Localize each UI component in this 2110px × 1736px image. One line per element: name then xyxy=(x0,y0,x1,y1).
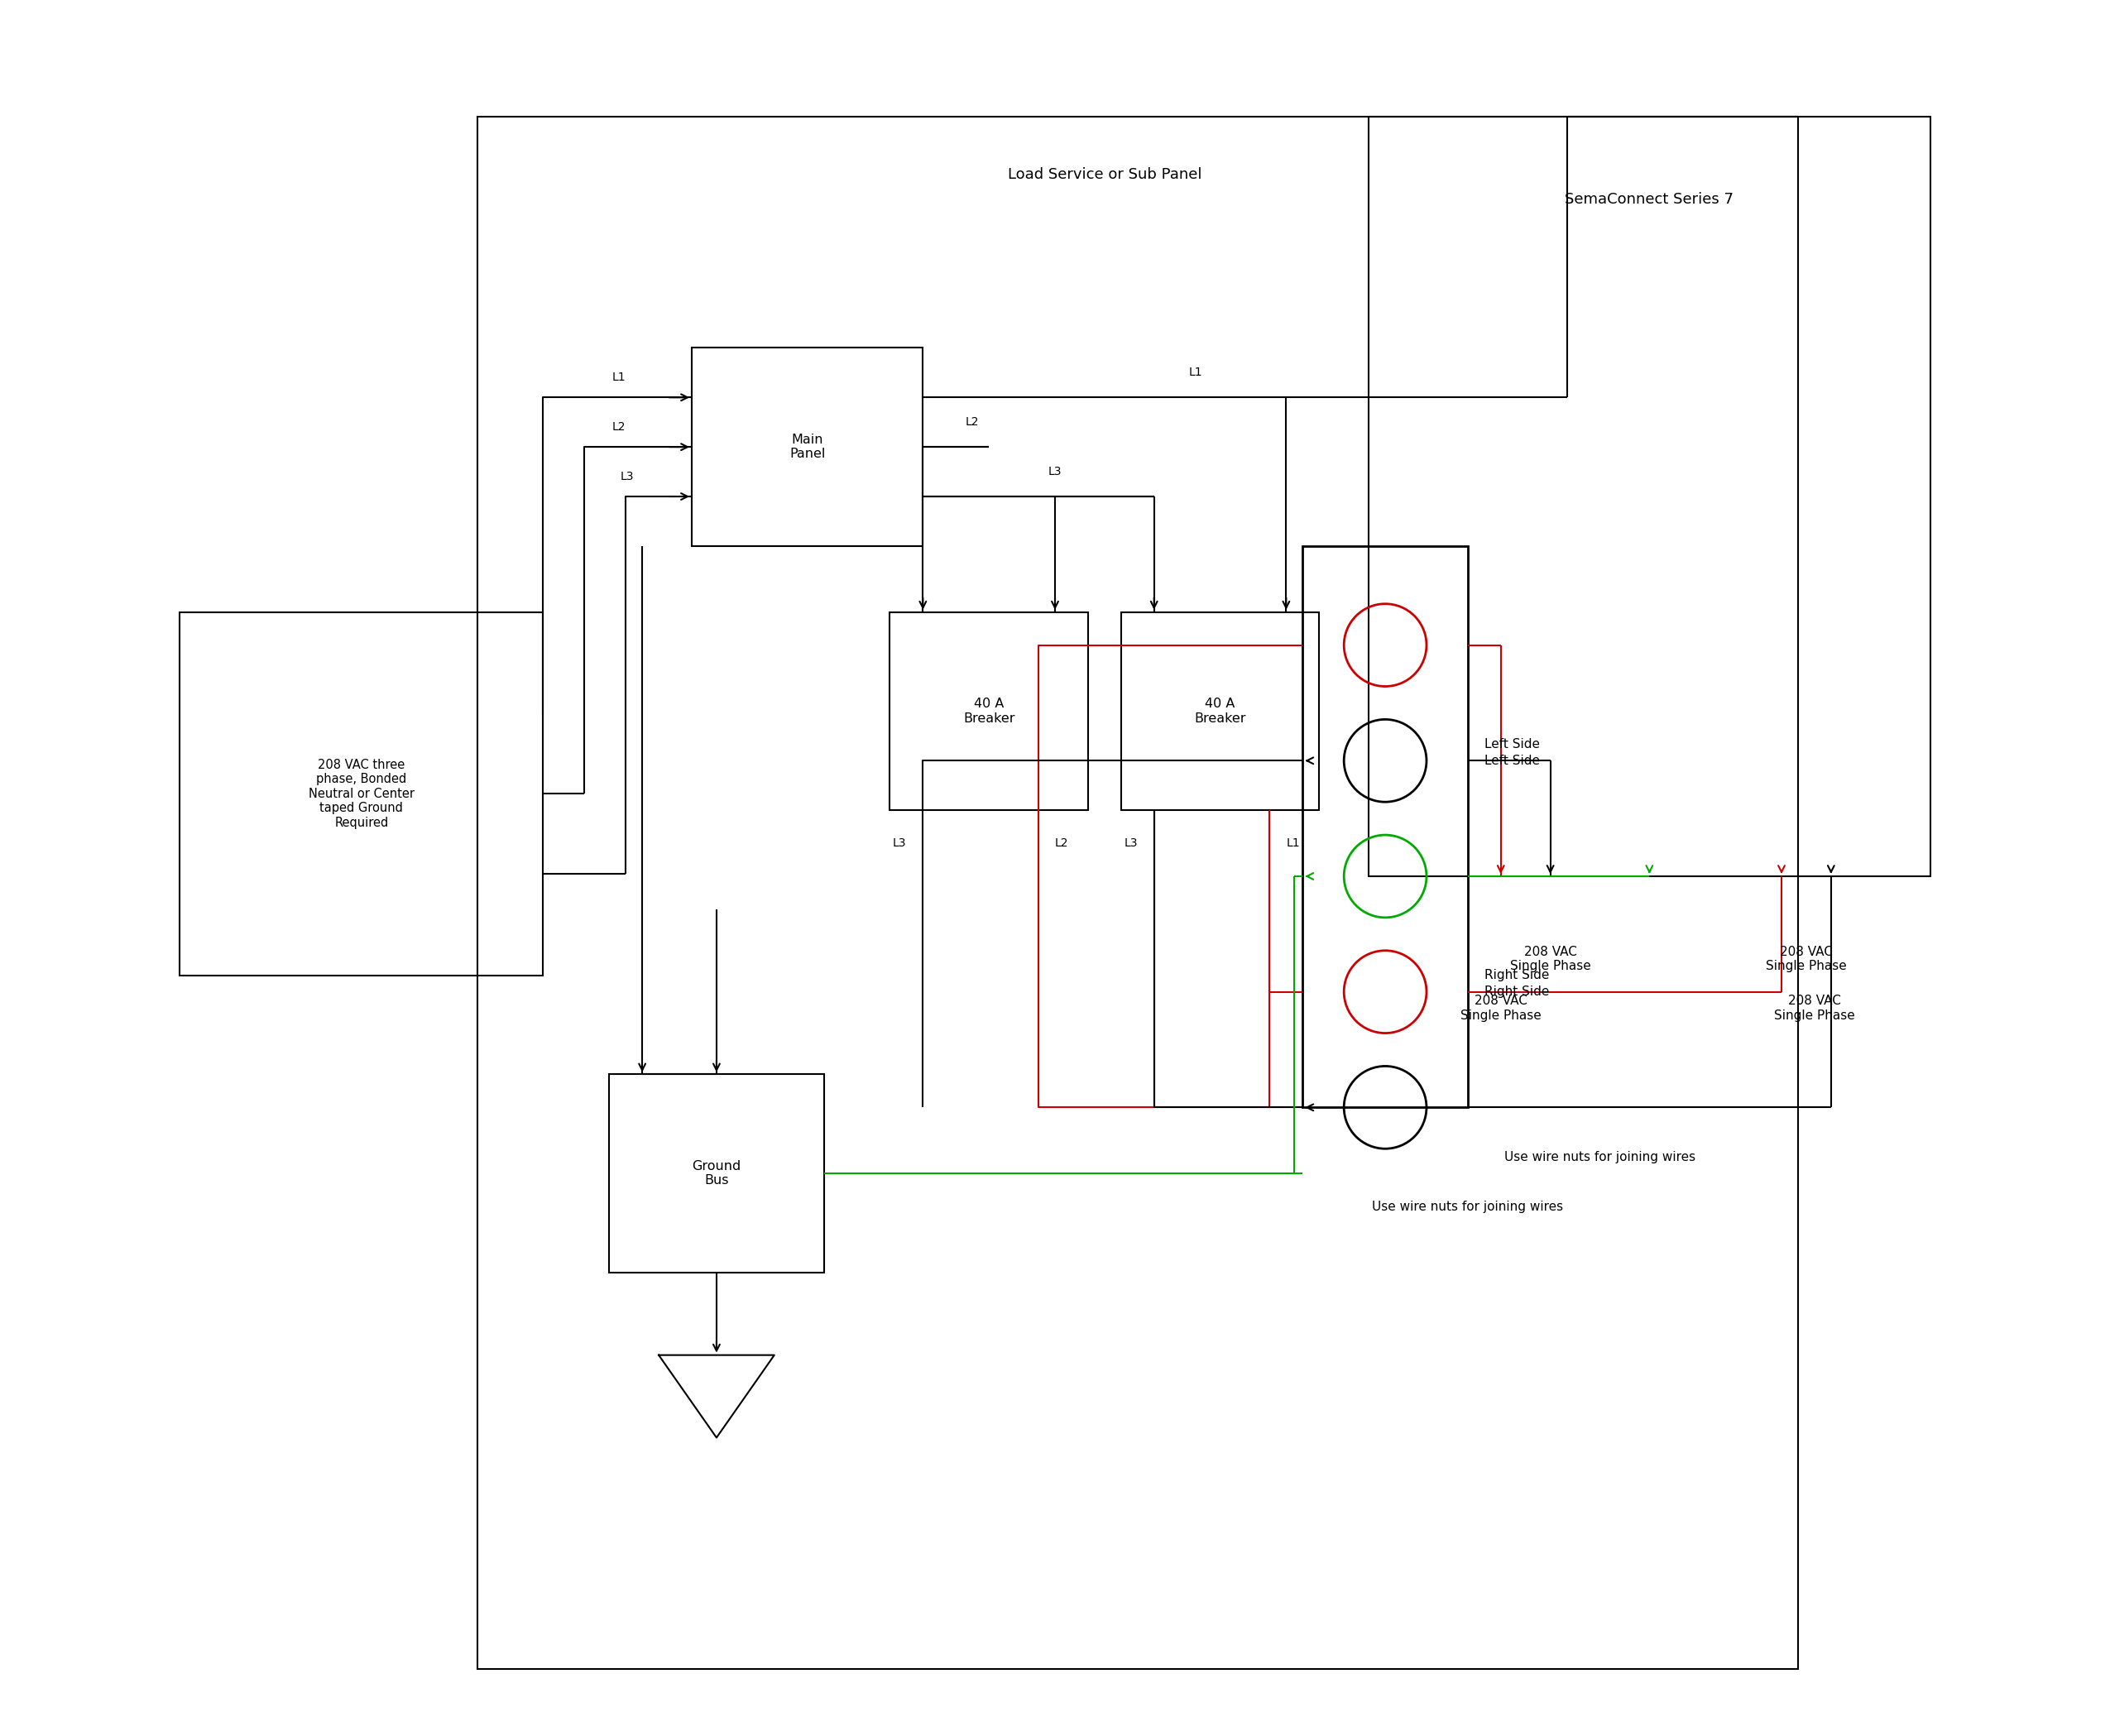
Text: Left Side: Left Side xyxy=(1483,755,1540,767)
Text: L1: L1 xyxy=(1188,366,1203,378)
Text: SemaConnect Series 7: SemaConnect Series 7 xyxy=(1566,193,1734,207)
Bar xyxy=(477,116,1798,1668)
Text: 208 VAC
Single Phase: 208 VAC Single Phase xyxy=(1460,995,1540,1023)
Text: 208 VAC
Single Phase: 208 VAC Single Phase xyxy=(1511,946,1591,972)
Text: 208 VAC
Single Phase: 208 VAC Single Phase xyxy=(1766,946,1846,972)
Text: L2: L2 xyxy=(1055,837,1068,849)
Text: Right Side: Right Side xyxy=(1483,986,1549,998)
Bar xyxy=(1120,613,1319,811)
Bar xyxy=(610,1075,823,1272)
Bar xyxy=(1302,547,1469,1108)
Text: 208 VAC
Single Phase: 208 VAC Single Phase xyxy=(1775,995,1855,1023)
Text: L1: L1 xyxy=(612,372,627,384)
Text: Main
Panel: Main Panel xyxy=(789,434,825,460)
Bar xyxy=(1369,116,1931,877)
Text: Right Side: Right Side xyxy=(1483,969,1549,981)
Text: 208 VAC three
phase, Bonded
Neutral or Center
taped Ground
Required: 208 VAC three phase, Bonded Neutral or C… xyxy=(308,759,414,828)
Text: Ground
Bus: Ground Bus xyxy=(692,1160,741,1187)
Text: Use wire nuts for joining wires: Use wire nuts for joining wires xyxy=(1504,1151,1696,1163)
Bar xyxy=(692,347,922,547)
Bar xyxy=(179,613,542,976)
Text: Use wire nuts for joining wires: Use wire nuts for joining wires xyxy=(1372,1200,1564,1213)
Text: L3: L3 xyxy=(620,470,633,483)
Text: L3: L3 xyxy=(893,837,907,849)
Text: 40 A
Breaker: 40 A Breaker xyxy=(962,698,1015,724)
Text: 40 A
Breaker: 40 A Breaker xyxy=(1194,698,1247,724)
Text: Load Service or Sub Panel: Load Service or Sub Panel xyxy=(1006,167,1201,182)
Text: L3: L3 xyxy=(1125,837,1137,849)
Text: Left Side: Left Side xyxy=(1483,738,1540,750)
Text: L3: L3 xyxy=(1049,465,1061,477)
Text: L1: L1 xyxy=(1287,837,1300,849)
Bar xyxy=(890,613,1089,811)
Text: L2: L2 xyxy=(612,422,627,432)
Text: L2: L2 xyxy=(966,417,979,429)
